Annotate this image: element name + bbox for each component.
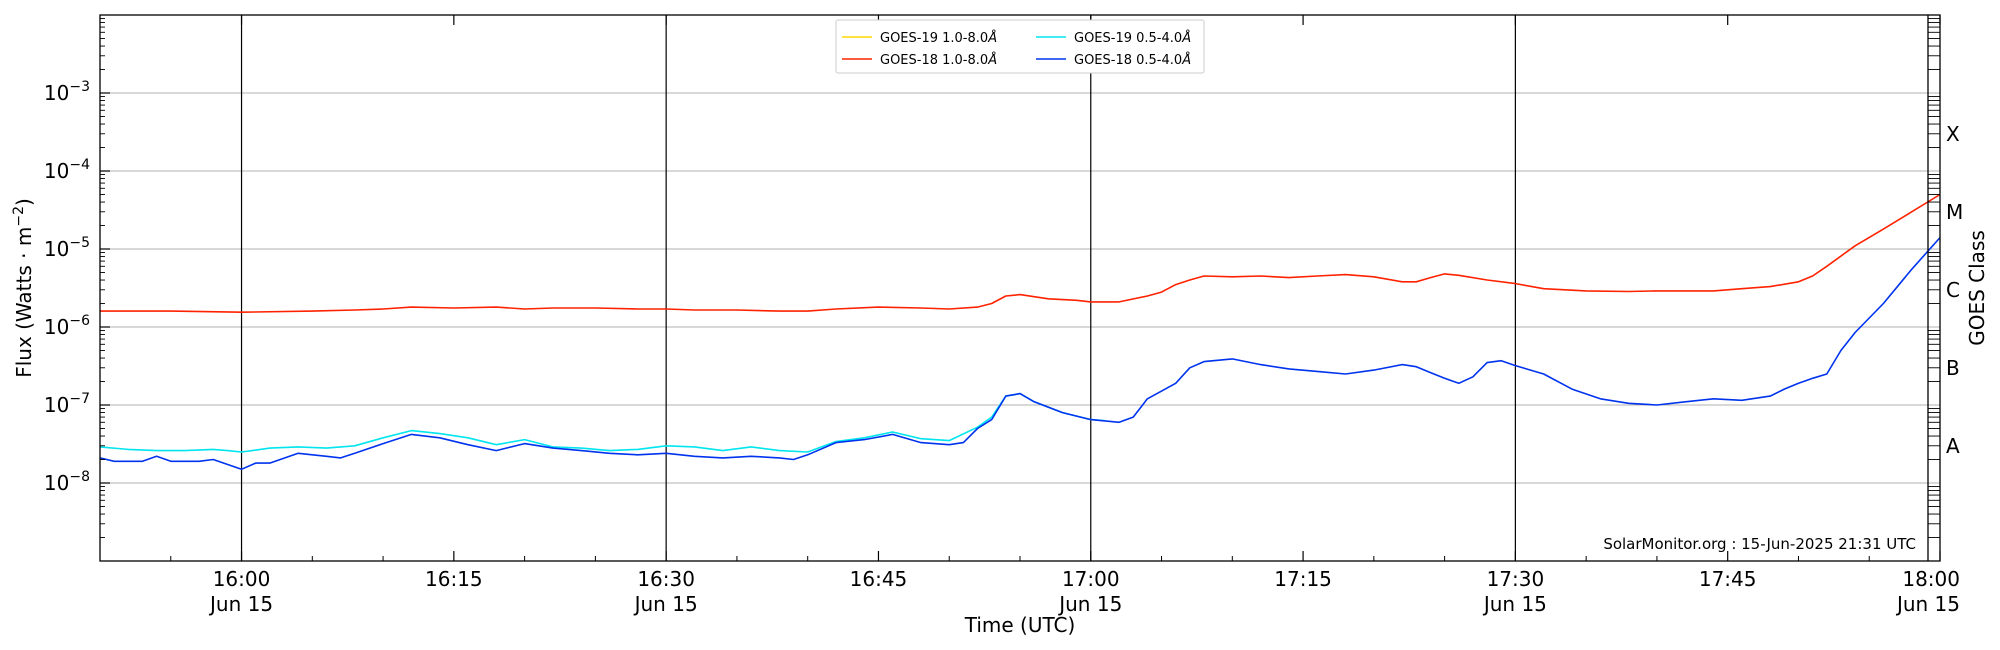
y-tick-label-5: 10−3 xyxy=(44,79,90,105)
x-tick-date-2: Jun 15 xyxy=(633,592,698,616)
y-axis-label: Flux (Watts · m−2) xyxy=(11,198,36,378)
y-axis-label-close: ) xyxy=(12,198,36,206)
legend-label-goes19-short: GOES-19 0.5-4.0Å xyxy=(1074,30,1191,46)
series-line-3 xyxy=(99,237,1941,471)
y-axis-ticks: 10−8 10−7 10−6 10−5 10−4 10−3 xyxy=(44,18,110,538)
x-axis-label: Time (UTC) xyxy=(964,613,1076,637)
source-annotation: SolarMonitor.org : 15-Jun-2025 21:31 UTC xyxy=(1603,535,1916,553)
y-axis-label-text: Flux (Watts · m xyxy=(12,227,36,378)
legend-label-goes19-long: GOES-19 1.0-8.0Å xyxy=(880,30,997,46)
x-tick-label-4: 17:00 xyxy=(1062,567,1120,591)
legend-label-goes18-long: GOES-18 1.0-8.0Å xyxy=(880,52,997,68)
legend-label-goes18-short: GOES-18 0.5-4.0Å xyxy=(1074,52,1191,68)
x-tick-date-4: Jun 15 xyxy=(1057,592,1122,616)
x-tick-label-7: 17:45 xyxy=(1699,567,1757,591)
legend: GOES-19 1.0-8.0Å GOES-19 0.5-4.0Å GOES-1… xyxy=(835,19,1205,74)
x-tick-label-5: 17:15 xyxy=(1274,567,1332,591)
y-axis-label-exponent: −2 xyxy=(11,206,27,227)
goes-class-label-x: X xyxy=(1946,122,1960,146)
y-tick-label-0: 10−8 xyxy=(44,469,90,495)
goes-class-label-m: M xyxy=(1946,200,1963,224)
goes-class-label-a: A xyxy=(1946,434,1960,458)
right-axis-label: GOES Class xyxy=(1965,230,1989,346)
series-line-1 xyxy=(99,392,1105,453)
x-tick-date-0: Jun 15 xyxy=(208,592,273,616)
series-line-2 xyxy=(100,193,1941,313)
x-tick-date-6: Jun 15 xyxy=(1482,592,1547,616)
x-tick-label-1: 16:15 xyxy=(425,567,483,591)
series-lines xyxy=(99,193,1941,471)
goes-class-label-c: C xyxy=(1946,278,1960,302)
x-tick-label-6: 17:30 xyxy=(1487,567,1545,591)
y-tick-label-4: 10−4 xyxy=(44,157,90,183)
day-vertical-lines xyxy=(240,15,1516,561)
x-tick-date-8: Jun 15 xyxy=(1895,592,1960,616)
x-tick-label-3: 16:45 xyxy=(850,567,908,591)
x-tick-label-8: 18:00 xyxy=(1902,567,1960,591)
grid-lines xyxy=(100,92,1940,484)
y-tick-label-2: 10−6 xyxy=(44,313,90,339)
legend-box xyxy=(835,19,1205,74)
goes-class-label-b: B xyxy=(1946,356,1960,380)
x-tick-label-2: 16:30 xyxy=(637,567,695,591)
right-axis-ticks: A B C M X xyxy=(1928,18,1963,538)
plot-frame xyxy=(99,14,1941,562)
y-tick-label-1: 10−7 xyxy=(44,391,90,417)
y-tick-label-3: 10−5 xyxy=(44,235,90,261)
x-tick-label-0: 16:00 xyxy=(213,567,271,591)
